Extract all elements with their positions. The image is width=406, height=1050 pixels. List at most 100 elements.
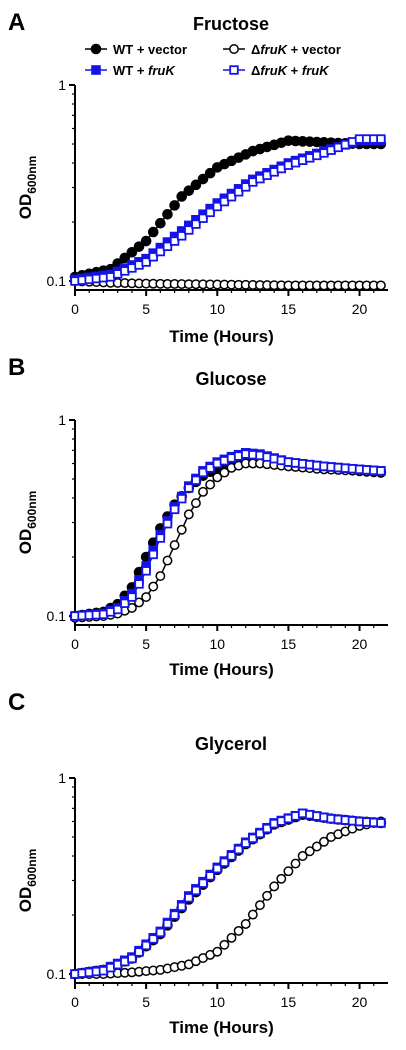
legend-item-wt_vector: WT + vector — [85, 42, 187, 57]
data-point — [269, 881, 280, 892]
x-tick-label: 10 — [209, 636, 225, 652]
panel-title: Glucose — [195, 369, 266, 389]
data-point — [141, 257, 151, 267]
series-line — [74, 453, 381, 617]
data-point — [169, 236, 180, 246]
x-axis-label: Time (Hours) — [169, 327, 274, 346]
data-point — [148, 934, 158, 944]
data-point — [155, 571, 166, 581]
data-point — [311, 841, 322, 852]
legend-marker — [91, 65, 101, 75]
data-point — [120, 598, 130, 608]
data-point — [155, 533, 166, 543]
series-line — [74, 452, 381, 617]
data-point — [169, 504, 180, 515]
legend-item-wt_fruk: WT + fruK — [85, 63, 176, 78]
data-point — [183, 185, 195, 196]
panel-letter: C — [8, 689, 25, 716]
data-point — [184, 225, 194, 235]
data-point — [147, 226, 159, 238]
data-point — [176, 524, 187, 535]
x-tick-label: 20 — [352, 636, 368, 652]
data-point — [169, 910, 180, 920]
data-point — [219, 467, 230, 478]
x-tick-label: 10 — [209, 301, 225, 317]
series--fruk-fruk — [70, 808, 386, 979]
data-point — [241, 182, 251, 192]
series-line — [75, 820, 382, 975]
x-tick-label: 5 — [142, 301, 150, 317]
data-point — [155, 927, 166, 938]
legend-marker — [90, 43, 102, 55]
data-point — [141, 940, 151, 951]
x-tick-label: 5 — [142, 636, 150, 652]
data-point — [141, 566, 151, 576]
x-tick-label: 20 — [352, 301, 368, 317]
data-point — [198, 486, 208, 497]
data-point — [133, 241, 145, 252]
data-point — [140, 235, 152, 247]
series--fruk-fruk — [70, 134, 386, 286]
y-tick-label: 0.1 — [47, 966, 67, 982]
data-point — [191, 219, 201, 229]
series-wt-vector — [69, 454, 387, 622]
data-point — [155, 217, 166, 229]
data-point — [226, 932, 237, 943]
data-point — [219, 939, 230, 950]
y-tick-label: 0.1 — [47, 273, 67, 289]
data-point — [376, 466, 386, 476]
data-point — [134, 579, 144, 589]
data-point — [226, 851, 237, 861]
data-point — [169, 200, 180, 211]
data-point — [126, 246, 138, 258]
x-tick-label: 0 — [71, 301, 79, 317]
data-point — [127, 592, 137, 602]
data-point — [205, 871, 215, 881]
y-tick-label: 1 — [58, 412, 66, 428]
data-point — [205, 479, 216, 490]
data-point — [248, 833, 258, 844]
data-point — [191, 475, 201, 485]
data-point — [148, 549, 158, 560]
y-tick-label: 0.1 — [47, 608, 67, 624]
x-tick-label: 5 — [142, 994, 150, 1010]
x-tick-label: 15 — [281, 994, 297, 1010]
data-point — [233, 187, 244, 197]
x-tick-label: 10 — [209, 994, 225, 1010]
data-point — [255, 900, 265, 911]
data-point — [283, 866, 294, 877]
data-point — [190, 179, 202, 191]
data-point — [134, 947, 144, 957]
data-point — [233, 925, 244, 936]
x-tick-label: 20 — [352, 994, 368, 1010]
data-point — [276, 873, 287, 884]
data-point — [241, 838, 251, 848]
panel-title: Glycerol — [195, 734, 267, 754]
series--fruk-vector — [70, 276, 386, 291]
data-point — [212, 472, 223, 483]
data-point — [162, 518, 173, 529]
x-axis-label: Time (Hours) — [169, 1018, 274, 1037]
series--fruk-vector — [70, 816, 386, 979]
data-point — [212, 201, 222, 212]
data-point — [376, 134, 386, 144]
panel-letter: A — [8, 9, 25, 36]
legend-label: ΔfruK + fruK — [251, 63, 330, 78]
data-point — [162, 241, 173, 252]
data-point — [219, 196, 230, 207]
data-point — [191, 885, 201, 896]
x-tick-label: 0 — [71, 994, 79, 1010]
data-point — [290, 858, 301, 869]
x-axis-label: Time (Hours) — [169, 660, 274, 679]
data-point — [112, 604, 123, 615]
x-tick-label: 15 — [281, 636, 297, 652]
data-point — [212, 863, 222, 874]
data-point — [162, 208, 173, 220]
legend-marker — [229, 65, 239, 75]
data-point — [226, 192, 237, 202]
panel-b: B Glucose 0 5 10 15 20 0.1 1 Time (Hours) OD600nm — [8, 354, 388, 679]
series--fruk-fruk — [70, 449, 386, 621]
data-point — [177, 901, 187, 912]
